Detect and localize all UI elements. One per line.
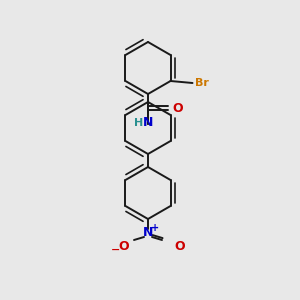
Text: Br: Br [194,78,208,88]
Text: +: + [151,223,159,233]
Text: H: H [134,118,143,128]
Text: O: O [119,241,129,254]
Text: O: O [174,241,184,254]
Text: O: O [172,101,183,115]
Text: −: − [111,245,121,255]
Text: N: N [143,226,153,239]
Text: N: N [143,116,153,130]
